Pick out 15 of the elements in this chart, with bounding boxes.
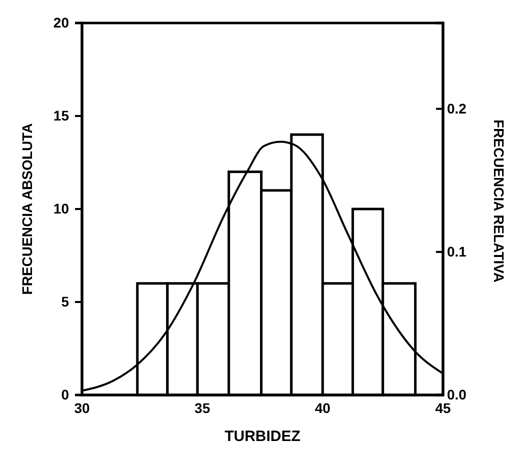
x-tick-label: 35: [194, 400, 210, 416]
x-tick-label: 40: [314, 400, 331, 416]
y-axis-title: FRECUENCIA ABSOLUTA: [19, 123, 35, 295]
y2-tick-label: 0.1: [447, 243, 467, 260]
y2-tick-label: 0.0: [447, 386, 467, 402]
y-tick-label: 15: [53, 107, 70, 124]
y2-tick-label: 0.2: [447, 100, 467, 116]
y-tick-label: 5: [61, 293, 70, 310]
y-tick-label: 0: [61, 386, 70, 402]
y2-axis-title: FRECUENCIA RELATIVA: [491, 119, 507, 283]
x-tick-label: 30: [74, 400, 90, 416]
y-tick-label: 10: [53, 200, 70, 216]
y-tick-label: 20: [53, 14, 70, 30]
x-axis-title: TURBIDEZ: [224, 428, 300, 445]
x-tick-label: 45: [435, 400, 451, 416]
